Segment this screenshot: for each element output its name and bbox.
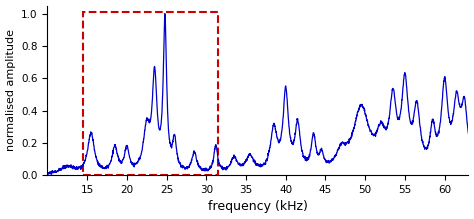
X-axis label: frequency (kHz): frequency (kHz) [208,200,308,214]
Y-axis label: normalised amplitude: normalised amplitude [6,29,16,151]
Bar [83,12,218,175]
